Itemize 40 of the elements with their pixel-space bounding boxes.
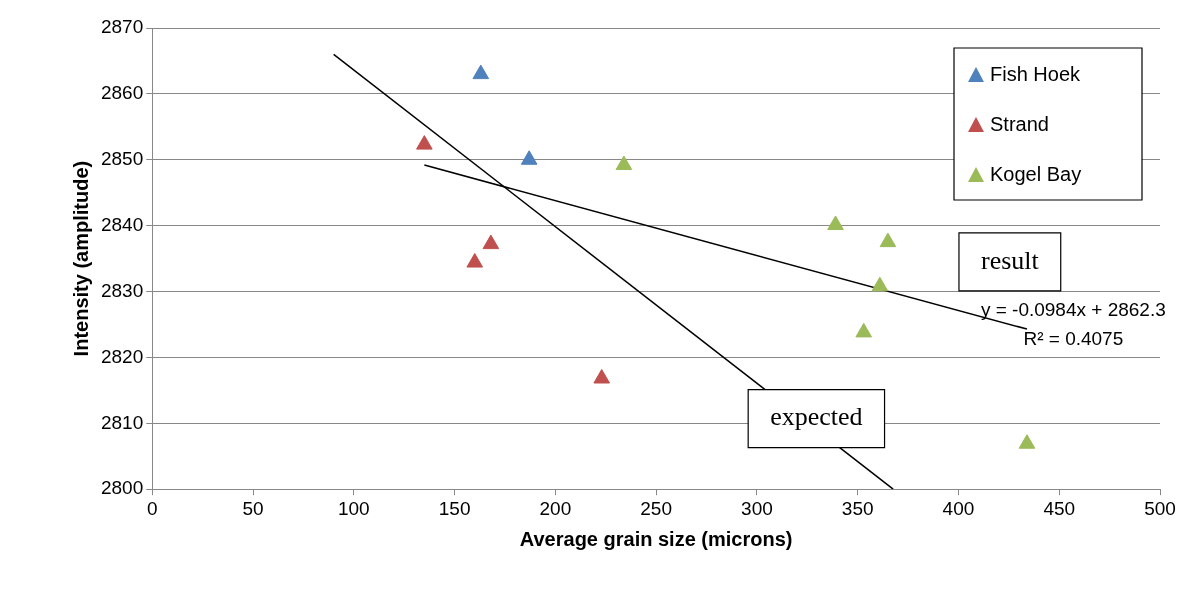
point <box>593 369 611 384</box>
point <box>472 64 490 80</box>
x-tick-label: 150 <box>438 497 471 519</box>
point <box>871 276 889 292</box>
legend-label: Fish Hoek <box>990 62 1082 85</box>
x-tick-label: 450 <box>1043 497 1076 519</box>
point <box>482 234 500 250</box>
x-tick-label: 0 <box>146 497 158 519</box>
x-axis-title: Average grain size (microns) <box>519 527 793 550</box>
y-axis-title: Intensity (amplitude) <box>69 160 92 357</box>
y-tick-label: 2870 <box>100 16 144 38</box>
y-tick-label: 2800 <box>100 477 144 499</box>
annotation: R² = 0.4075 <box>1023 328 1124 350</box>
x-tick-label: 200 <box>539 497 572 519</box>
annotation: y = -0.0984x + 2862.3 <box>980 298 1166 320</box>
point <box>416 135 433 150</box>
x-tick-label: 500 <box>1144 497 1176 519</box>
y-tick-label: 2830 <box>100 279 144 301</box>
point <box>855 322 873 338</box>
point <box>520 150 538 165</box>
x-tick-label: 400 <box>942 497 975 519</box>
y-tick-label: 2850 <box>100 148 144 170</box>
x-tick-label: 50 <box>242 497 264 519</box>
y-tick-label: 2810 <box>100 411 144 433</box>
point <box>827 215 844 230</box>
point <box>466 253 484 268</box>
x-tick-label: 300 <box>741 497 773 519</box>
legend-label: Kogel Bay <box>990 162 1082 185</box>
x-tick-label: 250 <box>640 497 672 519</box>
x-tick-label: 100 <box>337 497 370 519</box>
legend-label: Strand <box>990 112 1049 135</box>
y-tick-label: 2860 <box>100 82 144 104</box>
point <box>615 155 633 171</box>
y-tick-label: 2820 <box>100 345 144 367</box>
y-tick-label: 2840 <box>100 213 144 235</box>
annotation: expected <box>770 402 863 432</box>
x-tick-label: 350 <box>841 497 874 519</box>
point <box>879 232 897 248</box>
annotation: result <box>980 245 1040 275</box>
point <box>1018 434 1036 449</box>
